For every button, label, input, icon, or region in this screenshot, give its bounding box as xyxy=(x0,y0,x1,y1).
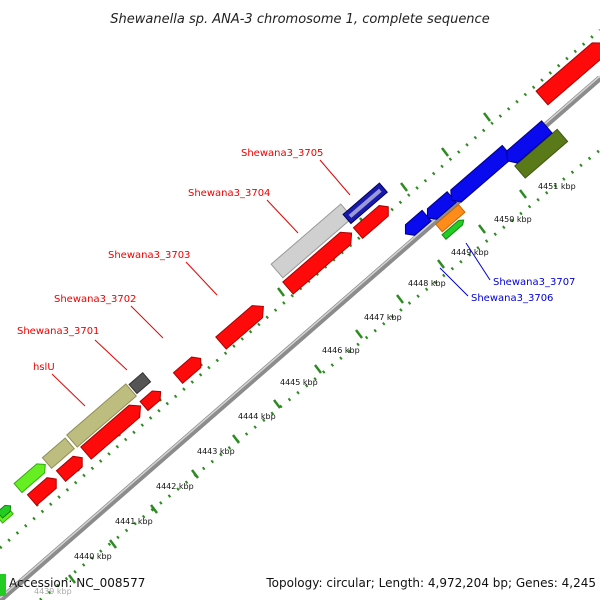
tick-label: 4450 kbp xyxy=(494,215,532,224)
backbone-genes xyxy=(26,36,600,507)
gene-Shewana3_3707[interactable] xyxy=(441,218,466,240)
gene-red[interactable] xyxy=(139,387,164,412)
gene-label-Shewana3_3704: Shewana3_3704 xyxy=(188,188,270,199)
gene-red[interactable] xyxy=(55,452,86,483)
tick-label: 4447 kbp xyxy=(364,313,402,322)
gene-label-Shewana3_3702: Shewana3_3702 xyxy=(54,294,136,305)
gene-Shewana3_3703[interactable] xyxy=(215,300,269,350)
gene-green[interactable] xyxy=(0,503,13,519)
gene-Shewana3_3702[interactable] xyxy=(172,353,205,385)
gene-hslV[interactable] xyxy=(41,437,75,470)
tick-label: 4441 kbp xyxy=(115,517,153,526)
gene-label-Shewana3_3703: Shewana3_3703 xyxy=(108,250,190,261)
accession-marker xyxy=(0,574,6,596)
tick-label: 4449 kbp xyxy=(451,248,489,257)
gene-label-hslU: hslU xyxy=(33,362,55,373)
accession-text: Accession: NC_008577 xyxy=(9,576,145,590)
gene-blue[interactable] xyxy=(401,209,432,239)
tick-label: 4443 kbp xyxy=(197,447,235,456)
gene-dark-olive[interactable] xyxy=(514,128,569,179)
tick-label: 4445 kbp xyxy=(280,378,318,387)
tick-label: 4446 kbp xyxy=(322,346,360,355)
gene-Shewana3_3701[interactable] xyxy=(128,371,152,395)
tick-marks xyxy=(31,112,527,584)
map-title: Shewanella sp. ANA-3 chromosome 1, compl… xyxy=(110,12,489,27)
gene-red[interactable] xyxy=(80,400,146,460)
topology-text: Topology: circular; Length: 4,972,204 bp… xyxy=(265,576,596,590)
label-leaders xyxy=(51,159,491,407)
tick-label: 4448 kbp xyxy=(408,279,446,288)
outer-genes xyxy=(0,128,569,524)
tick-label: 4451 kbp xyxy=(538,182,576,191)
gene-red[interactable] xyxy=(352,202,392,240)
gene-label-Shewana3_3705: Shewana3_3705 xyxy=(241,148,323,159)
tick-label: 4439 kbp xyxy=(34,587,72,596)
gene-red[interactable] xyxy=(26,474,60,507)
gene-label-Shewana3_3701: Shewana3_3701 xyxy=(17,326,99,337)
tick-label: 4442 kbp xyxy=(156,482,194,491)
gene-label-Shewana3_3706: Shewana3_3706 xyxy=(471,293,553,304)
gene-hslU[interactable] xyxy=(66,383,137,448)
gene-Shewana3_3706[interactable] xyxy=(435,203,466,233)
tick-label: 4444 kbp xyxy=(238,412,276,421)
gene-red[interactable] xyxy=(535,36,600,106)
gene-blue[interactable] xyxy=(446,144,514,206)
gene-light-green[interactable] xyxy=(13,460,49,494)
inner-genes xyxy=(0,120,553,519)
outer-dotted-track xyxy=(0,28,600,550)
gene-label-Shewana3_3707: Shewana3_3707 xyxy=(493,277,575,288)
gene-blue[interactable] xyxy=(502,120,553,167)
gene-red[interactable] xyxy=(282,227,357,295)
tick-label: 4440 kbp xyxy=(74,552,112,561)
